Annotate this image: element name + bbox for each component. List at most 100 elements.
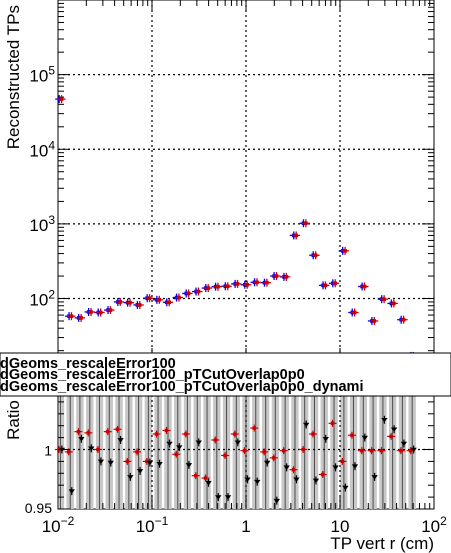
ratio-black-marker: [302, 422, 310, 428]
ratio-black-marker: [400, 441, 408, 447]
top-point-marker: [167, 300, 172, 305]
ratio-black-marker: [117, 438, 124, 443]
top-point-marker: [89, 310, 93, 314]
top-y-tick-label: 105: [29, 64, 55, 86]
ratio-red-marker: [291, 468, 296, 472]
ratio-red-marker: [184, 432, 188, 436]
top-point-marker: [59, 97, 64, 101]
top-point-marker: [186, 291, 191, 296]
bottom-x-ticks: 10−2 10−1 1 10 102: [42, 497, 447, 536]
bottom-x-tick-label: 10−2: [42, 514, 75, 536]
top-point-marker: [284, 275, 289, 279]
ratio-black-marker: [176, 445, 183, 450]
ratio-red-marker: [115, 427, 120, 431]
top-point-marker: [118, 300, 123, 304]
ratio-black-marker: [224, 495, 232, 500]
top-point-marker: [294, 233, 298, 238]
bottom-panel: 10.95 10−2 10−1 1 10 102 Ratio TP vert r (cm…: [4, 389, 447, 553]
top-point-marker: [69, 314, 74, 318]
top-point-marker: [98, 310, 103, 315]
top-point-marker: [274, 274, 279, 278]
top-point-marker: [333, 281, 338, 286]
top-point-marker: [382, 297, 386, 301]
ratio-black-marker: [390, 427, 398, 432]
ratio-black-marker: [273, 498, 281, 504]
top-point-marker: [137, 303, 142, 307]
ratio-black-marker: [371, 475, 378, 480]
top-point-marker: [79, 316, 83, 320]
bottom-x-tick-label: 10: [331, 517, 350, 536]
top-point-marker: [255, 280, 259, 285]
ratio-black-marker: [263, 460, 271, 466]
ratio-black-marker: [381, 417, 388, 423]
ratio-red-marker: [389, 434, 393, 439]
ratio-black-marker: [185, 463, 193, 468]
top-point-marker: [177, 295, 181, 300]
ratio-black-marker: [156, 461, 163, 467]
top-point-marker: [108, 308, 113, 312]
top-point-marker: [147, 296, 152, 300]
ratio-red-marker: [350, 433, 354, 437]
ratio-black-marker: [68, 489, 75, 494]
ratio-black-marker: [127, 475, 134, 480]
ratio-red-marker: [86, 431, 91, 435]
bottom-y-tick-label-1: 1: [44, 443, 52, 459]
ratio-red-marker: [272, 456, 276, 460]
ratio-red-marker: [145, 459, 149, 464]
ratio-red-marker: [106, 429, 110, 434]
ratio-red-marker: [330, 421, 335, 426]
top-point-marker: [362, 284, 367, 289]
ratio-red-marker: [242, 448, 247, 453]
bottom-y-axis-title: Ratio: [4, 400, 23, 440]
top-point-marker: [245, 282, 249, 287]
ratio-red-marker: [252, 426, 256, 430]
ratio-red-marker: [125, 459, 130, 464]
bottom-x-tick-label: 102: [421, 514, 447, 536]
ratio-red-marker: [340, 459, 345, 464]
legend-entry-3: dGeoms_rescaleError100_pTCutOverlap0p0_d…: [0, 379, 363, 395]
ratio-black-marker: [195, 440, 202, 445]
top-point-marker: [196, 289, 201, 294]
ratio-black-marker: [88, 446, 95, 451]
top-point-marker: [343, 249, 347, 253]
ratio-black-marker: [166, 441, 173, 447]
top-series-group: [55, 95, 418, 360]
ratio-black-marker: [322, 436, 329, 442]
ratio-red-marker: [233, 432, 237, 436]
ratio-red-marker: [96, 447, 100, 452]
ratio-red-marker: [203, 476, 208, 480]
ratio-red-marker: [135, 450, 139, 454]
ratio-black-marker: [78, 436, 85, 442]
ratio-red-marker: [67, 450, 71, 454]
ratio-red-marker: [369, 448, 374, 453]
top-y-ticks: 102 103 104 105: [29, 0, 434, 352]
ratio-red-marker: [408, 448, 413, 453]
top-point-marker: [216, 284, 220, 289]
legend-entry-2: dGeoms_rescaleError100_pTCutOverlap0p0: [0, 367, 305, 383]
ratio-red-marker: [301, 447, 305, 452]
ratio-black-marker: [234, 440, 242, 445]
ratio-red-marker: [174, 452, 178, 456]
ratio-red-marker: [281, 448, 286, 453]
ratio-black-marker: [351, 464, 359, 469]
ratio-red-marker: [311, 432, 315, 436]
ratio-red-marker: [360, 448, 364, 453]
top-point-marker: [157, 298, 162, 302]
ratio-black-marker: [254, 479, 261, 485]
legend-entry-1: dGeoms_rescaleError100: [0, 356, 176, 372]
top-point-marker: [128, 300, 132, 305]
ratio-black-marker: [215, 495, 222, 500]
ratio-black-marker: [410, 447, 417, 453]
ratio-black-marker: [146, 460, 154, 466]
top-y-tick-label: 104: [29, 138, 55, 160]
top-point-marker: [372, 319, 377, 323]
ratio-black-marker: [342, 485, 349, 491]
bottom-x-tick-label: 1: [241, 517, 250, 536]
bottom-x-axis-title: TP vert r (cm): [330, 534, 434, 553]
legend: dGeoms_rescaleError100 dGeoms_rescaleErr…: [0, 352, 451, 397]
ratio-red-marker: [379, 448, 384, 453]
top-point-marker: [265, 280, 269, 285]
ratio-red-marker: [223, 453, 227, 458]
top-point-marker: [323, 283, 328, 288]
